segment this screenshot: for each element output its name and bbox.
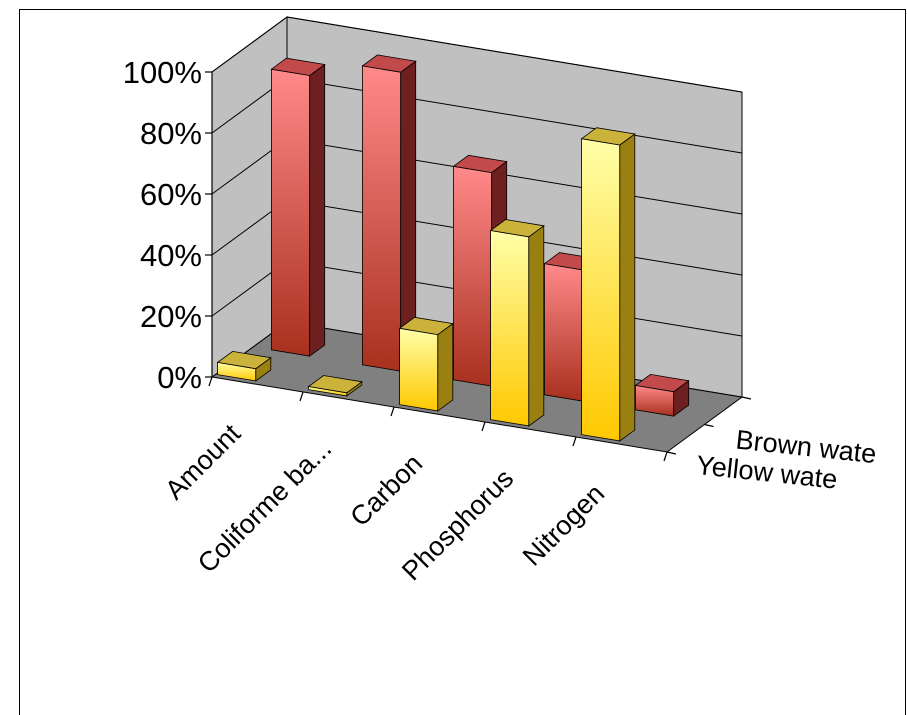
z-tick-mark (741, 396, 752, 400)
z-tick-mark (704, 423, 714, 428)
x-category-label: Carbon (344, 448, 428, 532)
x-tick-mark (208, 376, 213, 387)
y-tick-label: 80% (140, 116, 202, 151)
z-tick-mark (666, 451, 677, 455)
x-category-label: Amount (159, 418, 246, 505)
bar-yellow-1 (307, 375, 363, 397)
y-tick-label: 20% (140, 299, 202, 334)
bar-brown-1 (361, 54, 417, 372)
x-tick-mark (572, 436, 577, 447)
gridline (211, 16, 743, 93)
bar-yellow-0 (216, 350, 272, 382)
x-category-label: Nitrogen (517, 478, 610, 571)
y-tick-label: 40% (140, 238, 202, 273)
x-tick-mark (299, 391, 304, 402)
x-tick-mark (481, 421, 486, 432)
bar-yellow-2 (398, 316, 454, 412)
bar-brown-4 (634, 373, 690, 417)
bar-yellow-4 (580, 127, 636, 442)
x-tick-mark (663, 451, 668, 462)
y-tick-label: 0% (157, 360, 202, 395)
y-tick-label: 100% (123, 55, 202, 90)
x-tick-mark (390, 406, 395, 417)
bar-brown-0 (270, 57, 326, 357)
y-tick-label: 60% (140, 177, 202, 212)
bar-yellow-3 (489, 219, 545, 427)
